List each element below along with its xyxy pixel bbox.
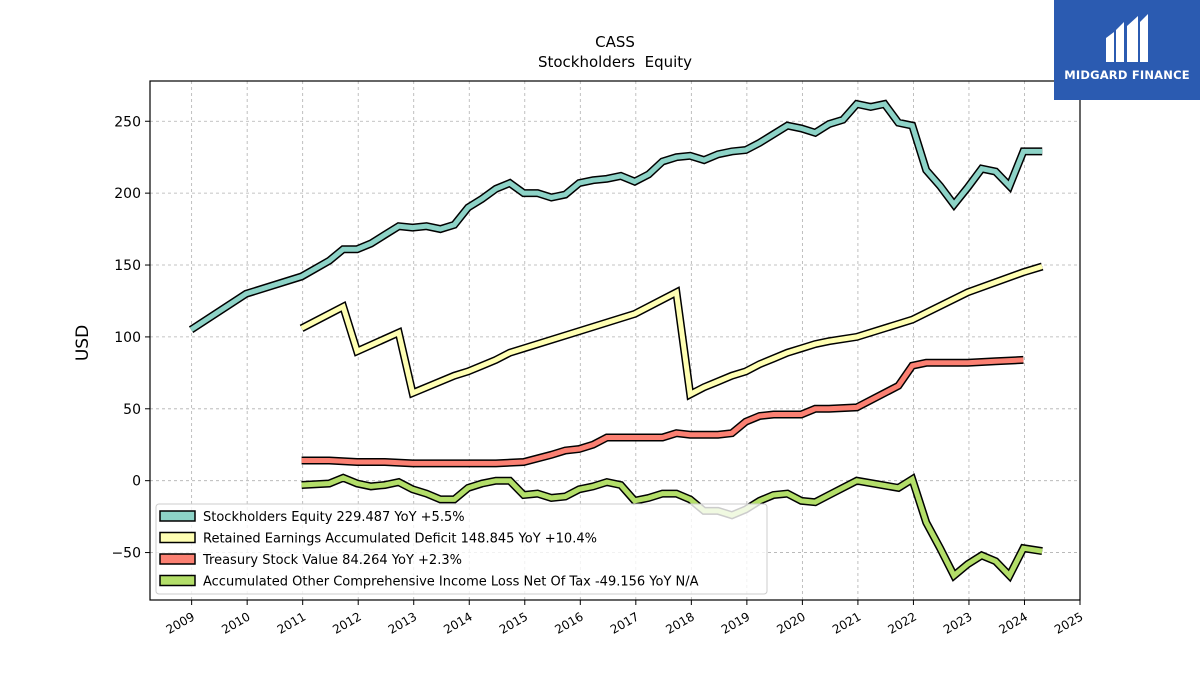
series-line-3 (301, 475, 1043, 580)
legend-label-0: Stockholders Equity 229.487 YoY +5.5% (203, 510, 465, 525)
legend-label-3: Accumulated Other Comprehensive Income L… (203, 575, 699, 590)
legend-label-2: Treasury Stock Value 84.264 YoY +2.3% (202, 553, 462, 568)
y-tick-label: 0 (132, 474, 141, 490)
y-tick-label: −50 (111, 546, 141, 562)
y-tick-label: 50 (123, 402, 141, 418)
legend-swatch-2 (159, 553, 196, 565)
y-tick-label: 150 (114, 258, 141, 274)
legend-swatch-1 (159, 531, 196, 544)
legend-swatch-0 (159, 510, 196, 522)
series-line-2 (301, 357, 1024, 466)
chart-subtitle: Stockholders Equity (538, 53, 692, 71)
series-lines (188, 99, 1044, 583)
legend-label-1: Retained Earnings Accumulated Deficit 14… (203, 532, 597, 547)
y-tick-label: 100 (114, 330, 141, 346)
series-line-0 (189, 101, 1043, 332)
midgard-logo-icon (1106, 14, 1148, 62)
legend: Stockholders Equity 229.487 YoY +5.5% Ret… (155, 503, 768, 595)
chart-title: CASS (595, 33, 635, 51)
y-tick-label: 200 (114, 186, 141, 202)
plot-frame (149, 80, 1081, 601)
midgard-finance-logo: MIDGARD FINANCE (1054, 0, 1200, 100)
y-axis-label: USD (73, 325, 93, 361)
legend-box (155, 503, 768, 595)
series-line-1 (300, 264, 1043, 399)
legend-swatch-3 (159, 574, 196, 587)
logo-text: MIDGARD FINANCE (1064, 68, 1190, 82)
y-tick-label: 250 (114, 114, 141, 130)
